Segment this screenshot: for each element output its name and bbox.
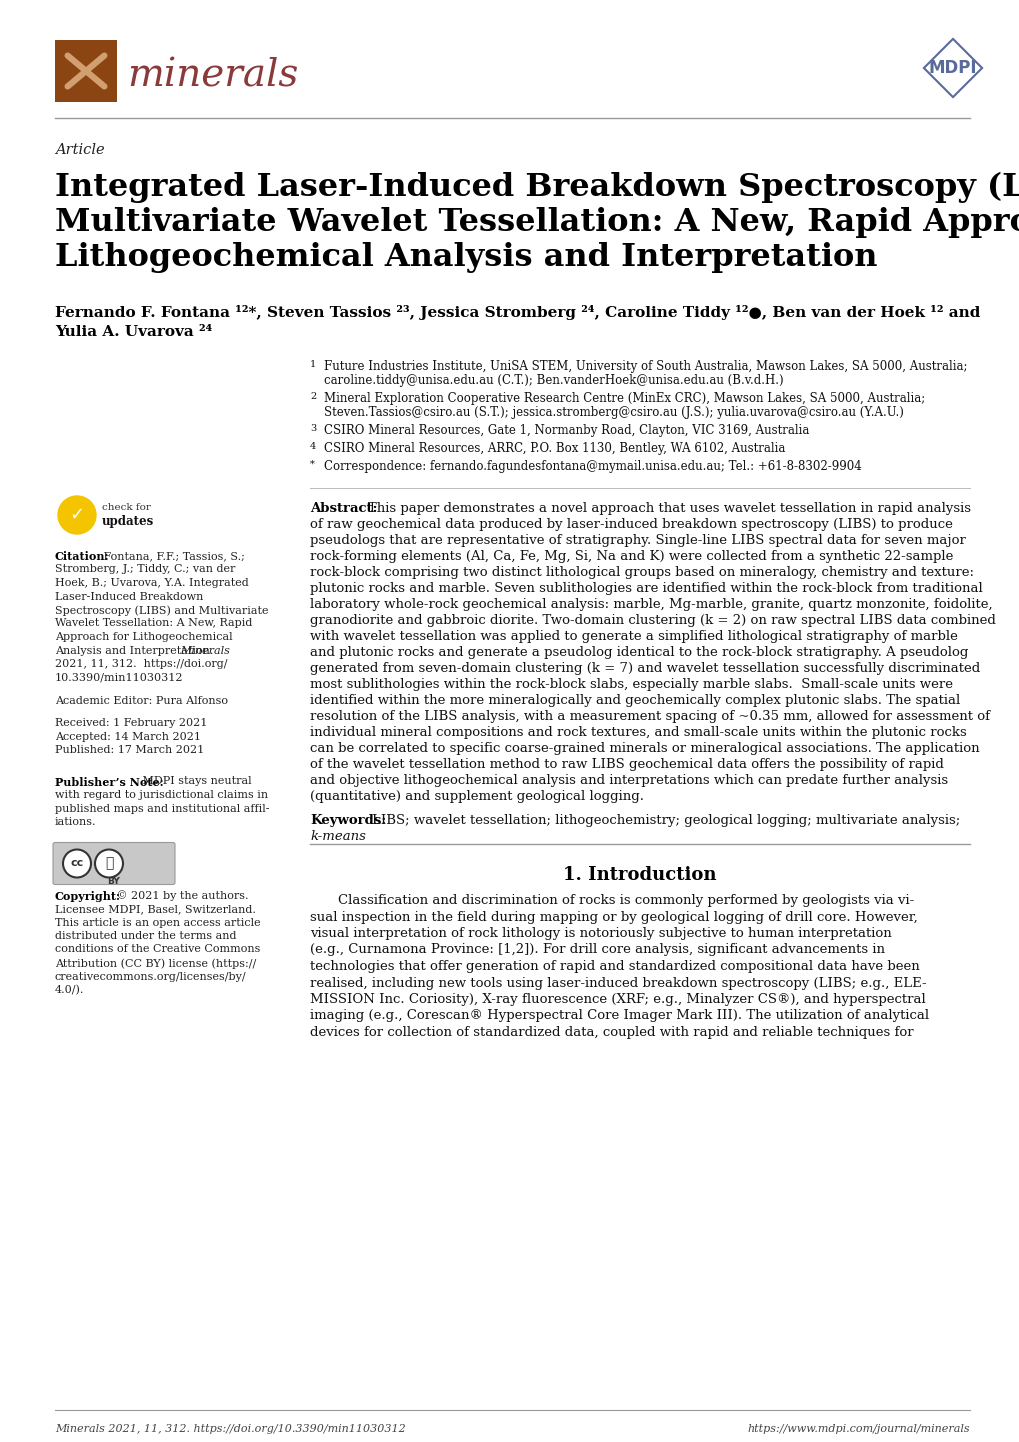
Text: Stromberg, J.; Tiddy, C.; van der: Stromberg, J.; Tiddy, C.; van der: [55, 564, 235, 574]
Text: k-means: k-means: [310, 831, 366, 844]
Text: (quantitative) and supplement geological logging.: (quantitative) and supplement geological…: [310, 790, 643, 803]
Text: individual mineral compositions and rock textures, and small-scale units within : individual mineral compositions and rock…: [310, 725, 966, 738]
Text: MISSION Inc. Coriosity), X-ray fluorescence (XRF; e.g., Minalyzer CS®), and hype: MISSION Inc. Coriosity), X-ray fluoresce…: [310, 994, 925, 1007]
Text: Yulia A. Uvarova ²⁴: Yulia A. Uvarova ²⁴: [55, 324, 212, 339]
Text: 1. Introduction: 1. Introduction: [562, 867, 716, 884]
Text: Wavelet Tessellation: A New, Rapid: Wavelet Tessellation: A New, Rapid: [55, 619, 252, 629]
Text: Published: 17 March 2021: Published: 17 March 2021: [55, 746, 204, 756]
Text: conditions of the Creative Commons: conditions of the Creative Commons: [55, 945, 260, 955]
Text: pseudologs that are representative of stratigraphy. Single-line LIBS spectral da: pseudologs that are representative of st…: [310, 534, 965, 547]
Text: Ⓑ: Ⓑ: [105, 857, 113, 871]
Text: generated from seven-domain clustering (k = 7) and wavelet tessellation successf: generated from seven-domain clustering (…: [310, 662, 979, 675]
Text: 2: 2: [310, 392, 316, 401]
Text: CSIRO Mineral Resources, Gate 1, Normanby Road, Clayton, VIC 3169, Australia: CSIRO Mineral Resources, Gate 1, Normanb…: [324, 424, 809, 437]
Text: realised, including new tools using laser-induced breakdown spectroscopy (LIBS; : realised, including new tools using lase…: [310, 976, 925, 989]
Text: Multivariate Wavelet Tessellation: A New, Rapid Approach for: Multivariate Wavelet Tessellation: A New…: [55, 208, 1019, 238]
Text: distributed under the terms and: distributed under the terms and: [55, 932, 236, 942]
Text: of the wavelet tessellation method to raw LIBS geochemical data offers the possi: of the wavelet tessellation method to ra…: [310, 758, 943, 771]
Text: (e.g., Curnamona Province: [1,2]). For drill core analysis, significant advancem: (e.g., Curnamona Province: [1,2]). For d…: [310, 943, 884, 956]
Text: Minerals: Minerals: [179, 646, 229, 656]
Text: with wavelet tessellation was applied to generate a simplified lithological stra: with wavelet tessellation was applied to…: [310, 630, 957, 643]
Text: Licensee MDPI, Basel, Switzerland.: Licensee MDPI, Basel, Switzerland.: [55, 904, 256, 914]
Text: visual interpretation of rock lithology is notoriously subjective to human inter: visual interpretation of rock lithology …: [310, 927, 891, 940]
Text: can be correlated to specific coarse-grained minerals or mineralogical associati: can be correlated to specific coarse-gra…: [310, 743, 978, 756]
Text: imaging (e.g., Corescan® Hyperspectral Core Imager Mark III). The utilization of: imaging (e.g., Corescan® Hyperspectral C…: [310, 1009, 928, 1022]
FancyBboxPatch shape: [55, 40, 117, 102]
Text: Lithogeochemical Analysis and Interpretation: Lithogeochemical Analysis and Interpreta…: [55, 242, 876, 273]
Text: Hoek, B.; Uvarova, Y.A. Integrated: Hoek, B.; Uvarova, Y.A. Integrated: [55, 578, 249, 588]
Text: plutonic rocks and marble. Seven sublithologies are identified within the rock-b: plutonic rocks and marble. Seven sublith…: [310, 583, 981, 596]
Text: Analysis and Interpretation.: Analysis and Interpretation.: [55, 646, 217, 656]
Text: updates: updates: [102, 515, 154, 528]
Text: identified within the more mineralogically and geochemically complex plutonic sl: identified within the more mineralogical…: [310, 694, 959, 707]
FancyBboxPatch shape: [53, 842, 175, 884]
Text: MDPI: MDPI: [928, 59, 976, 76]
Text: Citation:: Citation:: [55, 551, 109, 562]
Text: Keywords:: Keywords:: [310, 813, 386, 828]
Text: most sublithologies within the rock-block slabs, especially marble slabs.  Small: most sublithologies within the rock-bloc…: [310, 678, 952, 691]
Text: rock-forming elements (Al, Ca, Fe, Mg, Si, Na and K) were collected from a synth: rock-forming elements (Al, Ca, Fe, Mg, S…: [310, 549, 953, 562]
Circle shape: [63, 849, 91, 878]
Text: Article: Article: [55, 143, 105, 157]
Text: Laser-Induced Breakdown: Laser-Induced Breakdown: [55, 591, 203, 601]
Text: and objective lithogeochemical analysis and interpretations which can predate fu: and objective lithogeochemical analysis …: [310, 774, 948, 787]
Text: BY: BY: [108, 878, 120, 887]
Circle shape: [58, 496, 96, 534]
Text: Copyright:: Copyright:: [55, 891, 121, 901]
Text: © 2021 by the authors.: © 2021 by the authors.: [113, 891, 249, 901]
Text: This article is an open access article: This article is an open access article: [55, 917, 261, 927]
Text: minerals: minerals: [127, 58, 299, 95]
Text: ✓: ✓: [69, 506, 85, 523]
Text: Academic Editor: Pura Alfonso: Academic Editor: Pura Alfonso: [55, 696, 228, 707]
Text: creativecommons.org/licenses/by/: creativecommons.org/licenses/by/: [55, 972, 247, 982]
Text: 10.3390/min11030312: 10.3390/min11030312: [55, 672, 183, 682]
Text: Steven.Tassios@csiro.au (S.T.); jessica.stromberg@csiro.au (J.S.); yulia.uvarova: Steven.Tassios@csiro.au (S.T.); jessica.…: [324, 407, 903, 420]
Text: resolution of the LIBS analysis, with a measurement spacing of ~0.35 mm, allowed: resolution of the LIBS analysis, with a …: [310, 709, 989, 722]
Text: Spectroscopy (LIBS) and Multivariate: Spectroscopy (LIBS) and Multivariate: [55, 606, 268, 616]
Text: laboratory whole-rock geochemical analysis: marble, Mg-marble, granite, quartz m: laboratory whole-rock geochemical analys…: [310, 598, 991, 611]
Text: Fontana, F.F.; Tassios, S.;: Fontana, F.F.; Tassios, S.;: [100, 551, 245, 561]
Text: Attribution (CC BY) license (https://: Attribution (CC BY) license (https://: [55, 957, 256, 969]
Text: technologies that offer generation of rapid and standardized compositional data : technologies that offer generation of ra…: [310, 960, 919, 973]
Text: Mineral Exploration Cooperative Research Centre (MinEx CRC), Mawson Lakes, SA 50: Mineral Exploration Cooperative Research…: [324, 392, 924, 405]
Text: Publisher’s Note:: Publisher’s Note:: [55, 776, 163, 787]
Text: published maps and institutional affil-: published maps and institutional affil-: [55, 803, 269, 813]
Text: Minerals 2021, 11, 312. https://doi.org/10.3390/min11030312: Minerals 2021, 11, 312. https://doi.org/…: [55, 1425, 406, 1433]
Text: Approach for Lithogeochemical: Approach for Lithogeochemical: [55, 632, 232, 642]
Text: 2021, 11, 312.  https://doi.org/: 2021, 11, 312. https://doi.org/: [55, 659, 227, 669]
Text: with regard to jurisdictional claims in: with regard to jurisdictional claims in: [55, 790, 268, 800]
Text: 4.0/).: 4.0/).: [55, 985, 85, 995]
Text: MDPI stays neutral: MDPI stays neutral: [139, 776, 252, 786]
Circle shape: [95, 849, 123, 878]
Text: Correspondence: fernando.fagundesfontana@mymail.unisa.edu.au; Tel.: +61-8-8302-9: Correspondence: fernando.fagundesfontana…: [324, 460, 861, 473]
Text: iations.: iations.: [55, 818, 97, 828]
Text: cc: cc: [70, 858, 84, 868]
Text: This paper demonstrates a novel approach that uses wavelet tessellation in rapid: This paper demonstrates a novel approach…: [368, 502, 970, 515]
Text: rock-block comprising two distinct lithological groups based on mineralogy, chem: rock-block comprising two distinct litho…: [310, 567, 973, 580]
Text: https://www.mdpi.com/journal/minerals: https://www.mdpi.com/journal/minerals: [747, 1425, 969, 1433]
Text: check for: check for: [102, 503, 151, 512]
Text: Integrated Laser-Induced Breakdown Spectroscopy (LIBS) and: Integrated Laser-Induced Breakdown Spect…: [55, 172, 1019, 203]
Text: CSIRO Mineral Resources, ARRC, P.O. Box 1130, Bentley, WA 6102, Australia: CSIRO Mineral Resources, ARRC, P.O. Box …: [324, 443, 785, 456]
Text: devices for collection of standardized data, coupled with rapid and reliable tec: devices for collection of standardized d…: [310, 1027, 913, 1040]
Text: *: *: [310, 460, 315, 469]
Text: Accepted: 14 March 2021: Accepted: 14 March 2021: [55, 731, 201, 741]
Text: Received: 1 February 2021: Received: 1 February 2021: [55, 718, 207, 728]
Text: caroline.tiddy@unisa.edu.au (C.T.); Ben.vanderHoek@unisa.edu.au (B.v.d.H.): caroline.tiddy@unisa.edu.au (C.T.); Ben.…: [324, 373, 783, 386]
Text: Fernando F. Fontana ¹²*, Steven Tassios ²³, Jessica Stromberg ²⁴, Caroline Tiddy: Fernando F. Fontana ¹²*, Steven Tassios …: [55, 306, 979, 320]
Text: 1: 1: [310, 360, 316, 369]
Text: LIBS; wavelet tessellation; lithogeochemistry; geological logging; multivariate : LIBS; wavelet tessellation; lithogeochem…: [372, 813, 959, 828]
Text: sual inspection in the field during mapping or by geological logging of drill co: sual inspection in the field during mapp…: [310, 910, 917, 923]
Text: Future Industries Institute, UniSA STEM, University of South Australia, Mawson L: Future Industries Institute, UniSA STEM,…: [324, 360, 967, 373]
Text: 3: 3: [310, 424, 316, 433]
Text: and plutonic rocks and generate a pseudolog identical to the rock-block stratigr: and plutonic rocks and generate a pseudo…: [310, 646, 967, 659]
Text: Classification and discrimination of rocks is commonly performed by geologists v: Classification and discrimination of roc…: [337, 894, 913, 907]
Text: Abstract:: Abstract:: [310, 502, 377, 515]
Text: of raw geochemical data produced by laser-induced breakdown spectroscopy (LIBS) : of raw geochemical data produced by lase…: [310, 518, 952, 531]
Text: granodiorite and gabbroic diorite. Two-domain clustering (k = 2) on raw spectral: granodiorite and gabbroic diorite. Two-d…: [310, 614, 995, 627]
Text: 4: 4: [310, 443, 316, 451]
